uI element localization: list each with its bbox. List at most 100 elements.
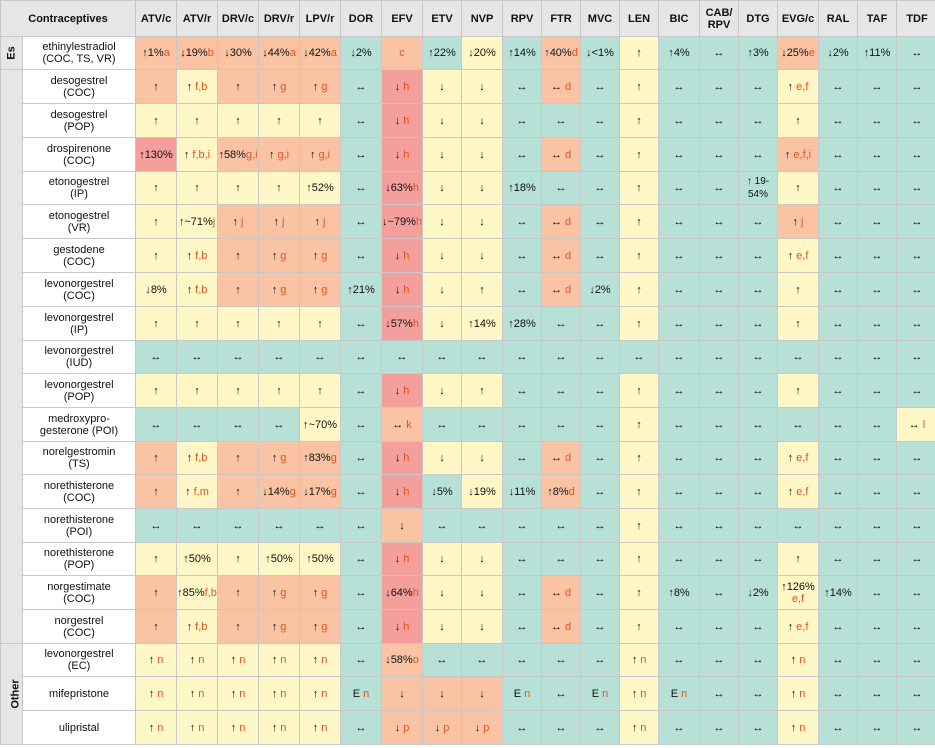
interaction-cell: ↓57%h: [381, 306, 424, 341]
interaction-value: ↑: [276, 317, 282, 330]
interaction-cell: ↔: [135, 508, 178, 543]
interaction-cell: ↔: [738, 676, 779, 711]
interaction-value: ↔: [752, 654, 764, 666]
interaction-cell: ↔: [340, 306, 383, 341]
interaction-value: ↔: [314, 351, 326, 363]
interaction-cell: ↑ g: [299, 238, 342, 273]
interaction-cell: ↑ g,i: [299, 137, 342, 172]
interaction-cell: ↔: [580, 103, 621, 138]
interaction-cell: ↔: [658, 306, 701, 341]
drug-name: desogestrel (POP): [21, 103, 137, 138]
interaction-cell: ↓2%: [580, 272, 621, 307]
interaction-value: ↑: [636, 519, 642, 532]
interaction-value: ↔: [673, 384, 685, 397]
interaction-value: ↓: [439, 586, 445, 599]
interaction-cell: ↑ n: [217, 710, 260, 745]
interaction-cell: ↓44%a: [258, 36, 301, 70]
interaction-value: ↔: [594, 452, 606, 464]
interaction-cell: ↓: [461, 238, 504, 273]
interaction-value: ↔: [355, 721, 367, 734]
interaction-value: ↓: [479, 452, 485, 464]
interaction-value: ↔: [594, 249, 606, 262]
interaction-cell: ↓: [461, 441, 504, 475]
interaction-value: ↔: [713, 182, 725, 194]
interaction-cell: ↑: [619, 508, 660, 543]
interaction-cell: ↓~79%h: [381, 204, 424, 239]
interaction-value: ↔: [673, 351, 685, 363]
interaction-cell: ↔: [541, 643, 582, 677]
interaction-cell: ↔: [541, 710, 582, 745]
interaction-cell: ↓2%: [340, 36, 383, 70]
interaction-cell: ↑: [619, 575, 660, 610]
interaction-cell: ↑3%: [738, 36, 779, 70]
interaction-cell: ↑ f,m: [176, 474, 219, 509]
interaction-cell: ↔: [699, 36, 740, 70]
table-row: norethisterone (COC) ↑ ↑ f,m ↑ ↓14%g ↓17%g ↔ ↓ h ↓…: [1, 474, 935, 509]
interaction-cell: ↓: [422, 204, 463, 239]
drug-name: medroxypro- gesterone (POI): [21, 407, 137, 442]
interaction-cell: ↔: [777, 508, 820, 543]
interaction-cell: ↓25%e: [777, 36, 820, 70]
interaction-value: ↓: [399, 519, 405, 532]
interaction-value: ↔: [911, 249, 923, 262]
footnote-marker: n: [280, 687, 287, 700]
interaction-cell: ↔: [896, 542, 935, 576]
interaction-cell: ↑ n: [258, 676, 301, 711]
interaction-value: ↓: [439, 384, 445, 397]
interaction-cell: ↔: [340, 204, 383, 239]
interaction-value: ↔: [713, 47, 725, 59]
column-header: BIC: [658, 0, 701, 37]
interaction-value: ↓: [394, 721, 401, 734]
interaction-value: ↔: [633, 351, 645, 363]
interaction-cell: ↔: [340, 542, 383, 576]
interaction-value: ↔: [273, 519, 285, 532]
interaction-value: ↔: [832, 452, 844, 464]
interaction-value: ↔: [314, 519, 326, 532]
interaction-cell: ↑: [258, 306, 301, 341]
interaction-value: ↔: [550, 80, 562, 93]
interaction-value: ↔: [516, 215, 528, 228]
interaction-cell: ↔: [896, 643, 935, 677]
interaction-value: ↑: [314, 215, 321, 228]
interaction-value: ↔: [911, 721, 923, 734]
interaction-cell: ↑: [619, 204, 660, 239]
interaction-value: ↔: [713, 586, 725, 599]
interaction-value: ↔: [752, 283, 764, 296]
footnote-marker: d: [564, 283, 572, 296]
interaction-cell: ↑52%: [299, 171, 342, 205]
interaction-cell: ↓19%: [461, 474, 504, 509]
interaction-cell: ↔: [541, 676, 582, 711]
interaction-value: ↑: [312, 687, 319, 700]
interaction-value: ↓~79%: [382, 215, 416, 228]
interaction-value: ↔: [594, 317, 606, 330]
footnote-marker: d: [564, 148, 572, 161]
interaction-value: ↓17%: [303, 485, 331, 498]
interaction-value: ↑: [317, 317, 323, 330]
interaction-value: ↔: [752, 519, 764, 532]
column-header: DRV/c: [217, 0, 260, 37]
interaction-cell: ↑18%: [502, 171, 543, 205]
interaction-value: ↑: [795, 553, 801, 565]
interaction-cell: ↑: [135, 306, 178, 341]
drug-name: levonorgestrel (IUD): [21, 340, 137, 374]
interaction-cell: ↔: [340, 441, 383, 475]
interaction-value: ↔: [752, 418, 764, 431]
interaction-value: ↔: [911, 452, 923, 464]
interaction-value: ↔: [555, 182, 567, 194]
interaction-cell: ↑: [777, 171, 820, 205]
interaction-value: ↓14%: [262, 485, 290, 498]
interaction-value: ↓2%: [827, 47, 849, 59]
interaction-cell: ↔: [738, 508, 779, 543]
interaction-cell: ↔: [699, 103, 740, 138]
interaction-cell: ↓42%a: [299, 36, 342, 70]
interaction-value: ↔: [673, 452, 685, 464]
interaction-cell: ↑40%d: [541, 36, 582, 70]
interaction-cell: ↑ j: [258, 204, 301, 239]
interaction-value: ↓: [439, 620, 445, 633]
interaction-cell: ↔: [461, 407, 504, 442]
interaction-cell: ↑: [619, 474, 660, 509]
interaction-value: ↔: [476, 519, 488, 532]
interaction-cell: ↔: [258, 407, 301, 442]
interaction-value: ↑: [787, 249, 794, 262]
interaction-cell: ↔: [738, 643, 779, 677]
